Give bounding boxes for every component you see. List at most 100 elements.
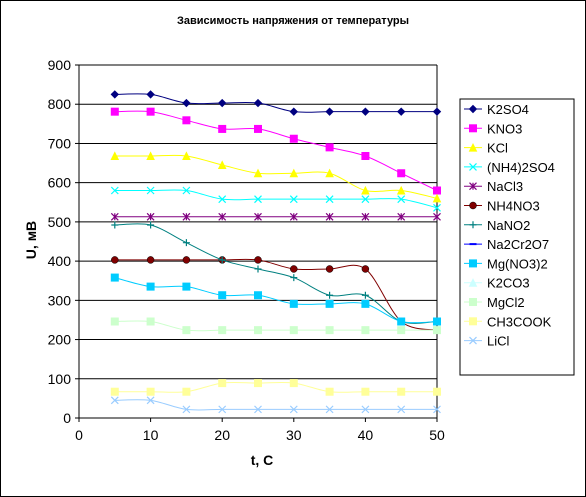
data-point-k2so4 [217,98,227,108]
data-point-mg-no3-2 [110,273,119,282]
series-nh4-2so4 [110,186,441,212]
data-point-kno3 [218,124,227,133]
series-line-licl [114,399,437,411]
data-point-mgcl2 [146,317,155,326]
data-point-kno3 [433,186,441,195]
series-ch3cook [110,379,441,396]
data-point-nano2 [361,291,369,299]
data-point-licl [182,405,191,414]
series-licl [110,396,441,414]
data-point-licl [325,405,334,414]
data-point-nacl3 [397,212,406,221]
legend-item-licl: LiCl [464,334,510,349]
series-line-ch3cook [114,381,437,393]
data-point-nano2 [111,221,119,229]
data-point-k2so4 [289,107,299,116]
x-tick-label: 20 [214,427,230,443]
data-point-mg-no3-2 [361,299,370,308]
data-point-mg-no3-2 [146,282,155,291]
x-tick-label: 0 [75,427,83,443]
data-point-ch3cook [289,379,298,388]
legend-item-nano2: NaNO2 [464,218,530,233]
data-point-licl [289,405,298,414]
data-point-ch3cook [433,387,441,396]
data-point-kno3 [254,124,262,133]
legend-swatch-marker [469,124,477,133]
legend-swatch-marker [469,317,477,326]
series-nacl3 [110,212,441,221]
legend-swatch-marker [468,142,478,152]
legend-label: MgCl2 [487,295,525,310]
data-point-nh4no3 [182,256,191,264]
legend-label: NaCl3 [487,179,523,194]
y-axis-title: U, мВ [23,221,39,259]
data-point-mgcl2 [218,326,227,335]
data-point-nh4no3 [325,265,334,273]
data-point-nacl3 [325,212,334,221]
data-point-nacl3 [218,212,227,221]
legend-label: NaNO2 [487,218,530,233]
x-axis-title: t, C [251,452,274,468]
legend-swatch-marker [468,278,478,287]
data-point-mg-no3-2 [182,282,191,291]
data-point-nh4-2so4 [182,186,191,195]
data-point-nh4-2so4 [254,195,262,204]
data-point-nh4no3 [254,256,262,264]
series-kcl [110,151,442,203]
legend-swatch-marker [469,201,477,210]
data-point-mgcl2 [397,326,406,335]
data-point-mgcl2 [361,326,370,335]
data-point-kno3 [182,116,191,125]
y-tick-label: 100 [48,371,72,387]
data-point-kno3 [325,143,334,152]
data-point-kcl [217,160,227,170]
data-point-ch3cook [397,387,406,396]
data-point-mgcl2 [289,326,298,335]
data-point-mg-no3-2 [289,299,298,308]
data-point-ch3cook [325,387,334,396]
data-point-licl [218,405,227,414]
data-point-ch3cook [361,387,370,396]
legend-label: Na2Cr2O7 [487,237,549,252]
legend-label: KNO3 [487,121,522,136]
data-point-nh4no3 [290,265,298,273]
data-point-kcl [396,185,406,195]
data-point-nacl3 [182,212,191,221]
chart-title: Зависимость напряжения от температуры [177,15,409,27]
legend-swatch-marker [469,259,477,268]
series-line-kno3 [114,110,438,191]
data-point-nacl3 [433,212,441,221]
data-point-licl [397,405,406,414]
data-point-nh4-2so4 [433,203,441,212]
data-point-nh4no3 [111,256,119,264]
legend-label: KCl [487,141,508,156]
data-point-nh4no3 [361,265,370,273]
data-point-nh4-2so4 [397,195,406,204]
data-point-kcl [361,185,370,195]
data-point-nh4-2so4 [361,195,370,204]
data-point-ch3cook [146,387,155,396]
data-point-licl [110,396,119,405]
legend-item-mg-no3-2: Mg(NO3)2 [464,256,548,271]
y-tick-label: 200 [48,332,72,348]
legend-item-nh4-2so4: (NH4)2SO4 [464,160,555,175]
data-point-mg-no3-2 [254,291,262,300]
data-point-nano2 [147,221,155,229]
data-point-kno3 [289,134,298,143]
data-point-mg-no3-2 [433,317,441,326]
data-point-nano2 [290,274,298,282]
data-point-k2so4 [396,107,406,116]
data-point-kcl [146,151,155,160]
x-tick-label: 10 [143,427,159,443]
legend-item-nh4no3: NH4NO3 [464,199,540,214]
data-point-k2so4 [110,90,120,99]
data-point-mg-no3-2 [325,299,334,308]
data-point-ch3cook [110,387,119,396]
legend-swatch-marker [469,221,477,229]
series-line-nano2 [114,223,438,324]
x-tick-label: 50 [429,427,445,443]
series-kno3 [110,107,441,195]
series-line-nh4no3 [114,258,438,331]
data-point-kcl [182,151,191,160]
